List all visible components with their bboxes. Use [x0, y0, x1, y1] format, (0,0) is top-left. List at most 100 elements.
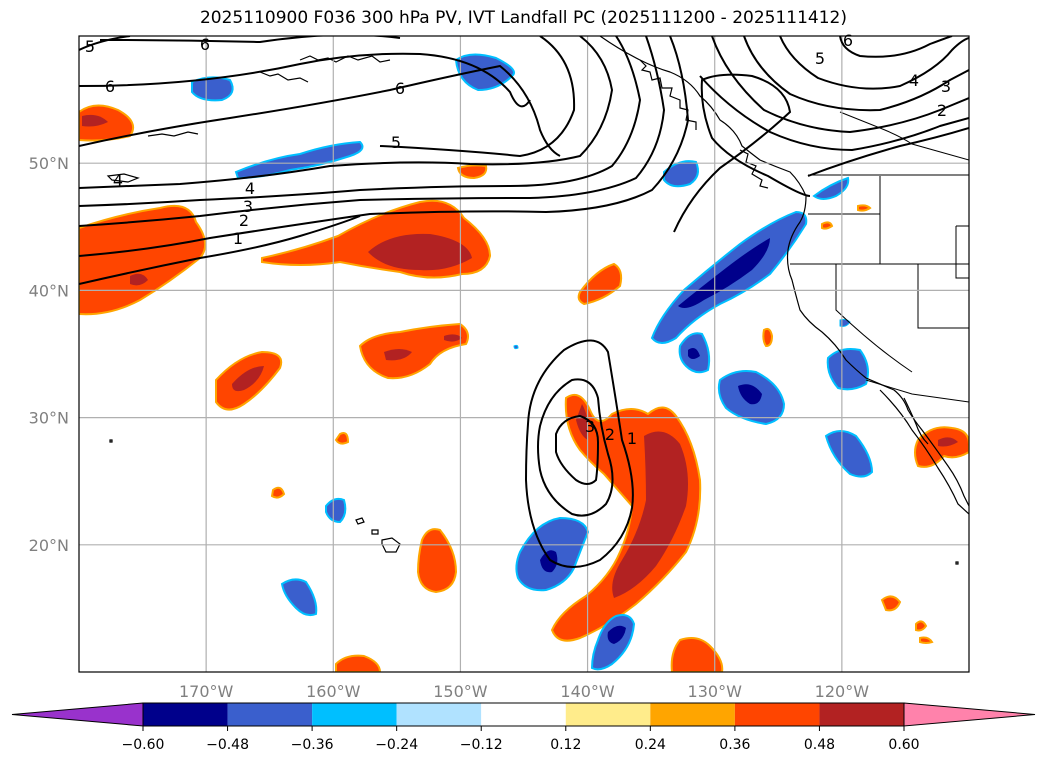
contour-label: 3: [585, 417, 595, 436]
longitude-label: 160°W: [306, 682, 361, 701]
colorbar-segment: [312, 703, 397, 726]
anomaly-positive-core: [938, 437, 958, 447]
colorbar-frame: [142, 702, 905, 727]
contour-label: 1: [233, 229, 243, 248]
coastline-detail: [299, 55, 391, 63]
contour-label: 3: [941, 77, 951, 96]
state-line: [865, 379, 969, 403]
coastlines: [106, 36, 969, 565]
anomaly-positive: [914, 426, 969, 468]
contour-3: [79, 36, 642, 207]
anomaly-positive: [270, 486, 286, 499]
contour-extra-left: [79, 215, 361, 285]
colorbar-labels: −0.60 −0.48 −0.36 −0.24 −0.12 0.12 0.24 0.36 0.4…: [122, 737, 920, 753]
anomaly-positive: [334, 432, 350, 445]
colorbar-segment: [819, 703, 904, 726]
anomaly-negative: [513, 344, 519, 350]
anomaly-positive-core: [232, 366, 264, 392]
contour-label: 4: [113, 171, 123, 190]
colorbar-segment: [650, 703, 735, 726]
longitude-label: 150°W: [433, 682, 488, 701]
latitude-labels: 20°N 30°N 40°N 50°N: [29, 154, 69, 555]
coastline-detail: [259, 71, 309, 83]
tiny-island: [109, 439, 113, 443]
colorbar-segment: [481, 703, 566, 726]
longitude-label: 140°W: [560, 682, 615, 701]
colorbar-segment: [227, 703, 313, 726]
colorbar-segment: [565, 703, 651, 726]
colorbar-tick-label: 0.48: [804, 737, 835, 753]
contour-ne-4: [743, 36, 969, 112]
contour-label: 6: [200, 35, 210, 54]
anomaly-positive-core: [576, 404, 589, 440]
contour-ne-1: [807, 127, 969, 177]
state-line: [808, 213, 969, 265]
anomaly-positive: [857, 204, 872, 212]
anomaly-negative: [663, 160, 699, 188]
contour-cutoff-3: [555, 414, 600, 485]
colorbar-tick-label: −0.36: [291, 737, 334, 753]
anomaly-positive: [358, 322, 469, 380]
baja-coastline: [879, 389, 969, 515]
coastline-detail: [639, 59, 697, 130]
contour-coastal-trough: [673, 73, 811, 233]
coastline-detail: [106, 173, 140, 183]
anomaly-negative-core: [540, 550, 558, 573]
latitude-label: 30°N: [29, 409, 69, 428]
colorbar-tick-label: −0.24: [375, 737, 418, 753]
anomaly-positive-core: [130, 273, 148, 286]
colorbar-segment: [396, 703, 482, 726]
longitude-label: 120°W: [815, 682, 870, 701]
anomaly-negative: [234, 140, 364, 180]
anomaly-positive-core: [444, 334, 462, 342]
anomaly-positive-core: [612, 431, 688, 598]
contour-labels: 6 6 5 5 4 4 3 3 2 2 1 1 6 5 4 3 2 6: [85, 31, 951, 448]
anomaly-positive-core: [384, 349, 412, 361]
state-line: [917, 264, 969, 329]
latitude-label: 40°N: [29, 281, 69, 300]
contour-cutoff-2: [537, 378, 614, 517]
anomaly-positive: [880, 595, 902, 612]
contour-ne-2: [699, 75, 969, 152]
contour-ne-3: [711, 36, 969, 134]
political-boundaries: [790, 111, 969, 403]
anomaly-negative: [325, 497, 347, 524]
anomaly-negative: [191, 76, 234, 102]
contour-label: 5: [85, 37, 95, 56]
contour-label: 5: [815, 49, 825, 68]
coastline-detail: [147, 131, 199, 137]
anomaly-positive: [919, 636, 934, 644]
anomaly-positive: [79, 104, 134, 142]
contour-label: 2: [239, 211, 249, 230]
state-line: [955, 225, 969, 279]
anomaly-negative-core: [738, 384, 762, 405]
contour-5: [79, 36, 131, 51]
contour-label: 6: [105, 77, 115, 96]
colorbar: [11, 702, 1036, 731]
contour-6b: [99, 36, 401, 44]
contour-5-arc: [79, 64, 561, 157]
anomaly-positive: [821, 221, 834, 230]
anomaly-positive: [670, 637, 724, 672]
colorbar-tick-label: 0.12: [550, 737, 581, 753]
colorbar-extend-high: [903, 702, 1036, 727]
colorbar-tick-label: −0.48: [206, 737, 249, 753]
colorbar-segment: [734, 703, 820, 726]
anomaly-negative: [812, 176, 850, 200]
anomaly-positive: [335, 654, 382, 672]
pv-positive-anomalies: [79, 104, 969, 672]
contour-cutoff-1: [524, 339, 634, 568]
contour-label: 5: [391, 133, 401, 152]
baja-coastline: [903, 397, 929, 445]
anomaly-negative: [824, 430, 874, 478]
anomaly-positive: [915, 620, 928, 632]
colorbar-tick-label: 0.36: [719, 737, 750, 753]
anomaly-positive-core: [82, 114, 108, 127]
longitude-label: 170°W: [179, 682, 234, 701]
anomaly-positive: [456, 164, 488, 180]
contour-label: 6: [395, 79, 405, 98]
anomaly-positive-core: [368, 233, 472, 271]
contour-label: 2: [937, 101, 947, 120]
state-line: [835, 264, 913, 373]
contour-label: 1: [627, 429, 637, 448]
